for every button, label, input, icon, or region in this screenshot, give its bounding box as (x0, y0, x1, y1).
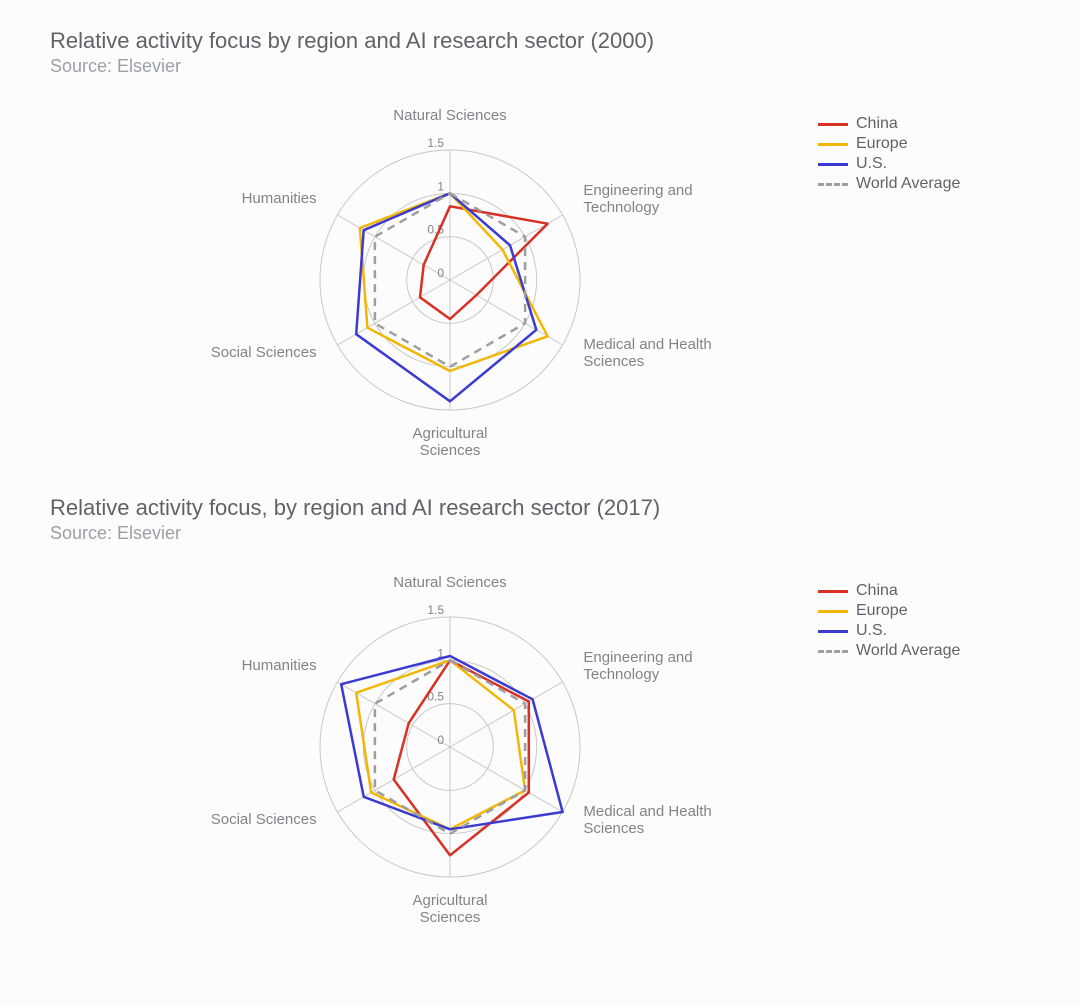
legend-item: China (818, 115, 960, 133)
legend: China Europe U.S. World Average (818, 582, 960, 662)
legend-label: World Average (856, 175, 960, 193)
tick-label: 0 (437, 733, 444, 747)
chart-row: 00.511.5Natural SciencesEngineering andT… (50, 552, 1080, 932)
axis-label: Engineering andTechnology (583, 649, 692, 683)
legend-item: Europe (818, 135, 960, 153)
chart-source: Source: Elsevier (50, 56, 1080, 77)
chart-row: 00.511.5Natural SciencesEngineering andT… (50, 85, 1080, 465)
legend-swatch (818, 630, 848, 633)
legend-item: World Average (818, 175, 960, 193)
grid-spoke (450, 682, 563, 747)
axis-label: Natural Sciences (393, 574, 506, 591)
axis-label: Humanities (242, 190, 317, 207)
legend-label: Europe (856, 602, 908, 620)
axis-label: Social Sciences (211, 811, 317, 828)
axis-label: AgriculturalSciences (412, 425, 487, 459)
axis-label: Natural Sciences (393, 107, 506, 124)
chart-title: Relative activity focus, by region and A… (50, 495, 1080, 521)
legend-label: World Average (856, 642, 960, 660)
axis-label: AgriculturalSciences (412, 892, 487, 926)
legend-swatch (818, 163, 848, 166)
chart-title: Relative activity focus by region and AI… (50, 28, 1080, 54)
legend-label: China (856, 115, 898, 133)
chart-source: Source: Elsevier (50, 523, 1080, 544)
axis-label: Medical and HealthSciences (583, 803, 711, 837)
chart-block: Relative activity focus, by region and A… (50, 495, 1080, 932)
axis-label: Engineering andTechnology (583, 182, 692, 216)
tick-label: 1.5 (427, 136, 444, 150)
legend: China Europe U.S. World Average (818, 115, 960, 195)
grid-spoke (450, 747, 563, 812)
legend-swatch (818, 183, 848, 186)
legend-item: U.S. (818, 155, 960, 173)
legend-label: U.S. (856, 622, 887, 640)
legend-item: World Average (818, 642, 960, 660)
legend-item: Europe (818, 602, 960, 620)
legend-swatch (818, 650, 848, 653)
legend-swatch (818, 590, 848, 593)
legend-item: U.S. (818, 622, 960, 640)
axis-label: Medical and HealthSciences (583, 336, 711, 370)
tick-label: 0 (437, 266, 444, 280)
legend-swatch (818, 123, 848, 126)
legend-swatch (818, 143, 848, 146)
radar-chart: 00.511.5Natural SciencesEngineering andT… (50, 85, 810, 465)
tick-label: 1 (437, 179, 444, 193)
tick-label: 1.5 (427, 603, 444, 617)
radar-chart: 00.511.5Natural SciencesEngineering andT… (50, 552, 810, 932)
chart-block: Relative activity focus by region and AI… (50, 28, 1080, 465)
legend-swatch (818, 610, 848, 613)
axis-label: Humanities (242, 657, 317, 674)
legend-label: U.S. (856, 155, 887, 173)
legend-label: China (856, 582, 898, 600)
legend-item: China (818, 582, 960, 600)
legend-label: Europe (856, 135, 908, 153)
axis-label: Social Sciences (211, 344, 317, 361)
